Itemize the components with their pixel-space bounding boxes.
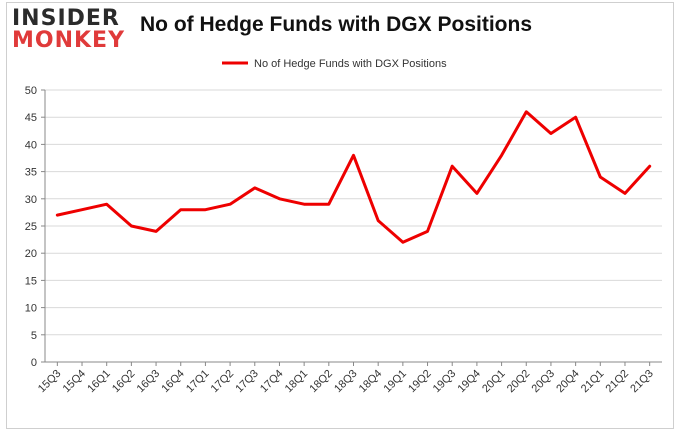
x-tick-label: 15Q4: [61, 368, 89, 396]
data-point: [303, 203, 306, 206]
y-tick-label: 45: [25, 112, 37, 124]
x-tick-label: 19Q1: [381, 368, 409, 396]
data-point: [278, 197, 281, 200]
y-tick-label: 50: [25, 85, 37, 97]
x-tick-label: 16Q1: [85, 368, 113, 396]
y-tick-label: 40: [25, 139, 37, 151]
data-point: [327, 203, 330, 206]
legend: No of Hedge Funds with DGX Positions: [222, 58, 447, 70]
x-tick-labels: 15Q315Q416Q116Q216Q316Q417Q117Q217Q317Q4…: [36, 368, 656, 396]
data-point: [549, 132, 552, 135]
x-tick-label: 21Q3: [628, 368, 656, 396]
y-tick-label: 25: [25, 221, 37, 233]
data-point: [155, 230, 158, 233]
data-point: [500, 154, 503, 157]
y-tick-label: 0: [31, 357, 37, 369]
x-tick-label: 17Q3: [233, 368, 261, 396]
data-point: [574, 116, 577, 119]
data-point: [105, 203, 108, 206]
x-tick-label: 19Q3: [431, 368, 459, 396]
data-point: [623, 192, 626, 195]
data-point: [648, 165, 651, 168]
x-tick-label: 17Q1: [184, 368, 212, 396]
data-point: [204, 208, 207, 211]
insider-monkey-logo: INSIDER MONKEY: [12, 8, 125, 52]
data-point: [253, 186, 256, 189]
x-tick-label: 20Q3: [530, 368, 558, 396]
data-point: [56, 214, 59, 217]
chart-frame: [6, 2, 674, 429]
data-point: [599, 176, 602, 179]
x-tick-label: 20Q4: [554, 368, 582, 396]
data-point: [525, 110, 528, 113]
x-tick-label: 19Q2: [406, 368, 434, 396]
data-point: [475, 192, 478, 195]
y-tick-label: 15: [25, 275, 37, 287]
series-line: [55, 110, 652, 244]
logo-line-1: INSIDER: [12, 6, 120, 31]
x-tick-label: 19Q4: [455, 368, 483, 396]
x-tick-label: 18Q3: [332, 368, 360, 396]
data-point: [426, 230, 429, 233]
y-tick-label: 5: [31, 330, 37, 342]
data-point: [451, 165, 454, 168]
x-tick-label: 21Q2: [604, 368, 632, 396]
y-tick-labels: 0 5 10 15 20 25 30 35 40 45 50: [25, 85, 37, 369]
x-tick-label: 20Q1: [480, 368, 508, 396]
x-tick-label: 18Q4: [357, 368, 385, 396]
y-tick-label: 10: [25, 303, 37, 315]
data-point: [81, 208, 84, 211]
x-tick-label: 18Q1: [283, 368, 311, 396]
y-tick-label: 30: [25, 194, 37, 206]
x-tick-label: 20Q2: [505, 368, 533, 396]
data-point: [229, 203, 232, 206]
x-tick-label: 16Q2: [110, 368, 138, 396]
y-tick-label: 35: [25, 167, 37, 179]
y-tick-label: 20: [25, 248, 37, 260]
grid-lines: [45, 89, 662, 363]
axes: [41, 89, 662, 366]
x-tick-label: 21Q1: [579, 368, 607, 396]
chart-title: No of Hedge Funds with DGX Positions: [140, 13, 532, 36]
x-tick-label: 16Q3: [135, 368, 163, 396]
series-group: [55, 110, 652, 244]
x-tick-label: 16Q4: [159, 368, 187, 396]
data-point: [179, 208, 182, 211]
logo-line-2: MONKEY: [12, 28, 126, 53]
x-tick-label: 18Q2: [307, 368, 335, 396]
x-tick-label: 17Q2: [209, 368, 237, 396]
x-tick-label: 15Q3: [36, 368, 64, 396]
x-tick-label: 17Q4: [258, 368, 286, 396]
legend-label: No of Hedge Funds with DGX Positions: [254, 58, 447, 70]
data-point: [377, 219, 380, 222]
data-point: [130, 225, 133, 228]
data-point: [352, 154, 355, 157]
data-point: [401, 241, 404, 244]
